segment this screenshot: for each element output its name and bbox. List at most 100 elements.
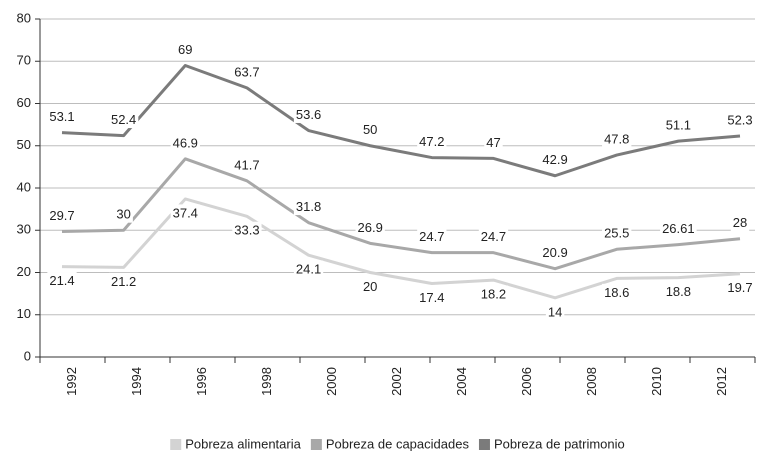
data-label: 46.9 [173,135,198,150]
data-label: 26.9 [358,220,383,235]
legend-swatch [478,439,490,450]
data-label: 25.5 [604,226,629,241]
data-label-bg [232,156,262,174]
y-tick-label: 30 [17,222,31,237]
data-label: 21.2 [111,274,136,289]
data-label-bg [478,285,509,303]
data-label: 52.3 [727,112,752,127]
data-label-bg [108,111,139,129]
data-label-bg [663,283,694,301]
data-label-bg [725,279,755,297]
data-label-bg [293,260,324,278]
series-line [61,157,741,271]
x-tick-label: 2006 [519,367,534,396]
data-label: 20 [363,279,377,294]
data-label: 24.1 [296,262,321,277]
data-label-bg [417,288,447,306]
data-label: 47.8 [604,131,629,146]
data-label-bg [478,228,509,246]
data-label-bg [170,204,200,222]
x-tick-label: 2012 [714,367,729,396]
x-tick-label: 1992 [64,367,79,396]
x-tick-label: 2002 [389,367,404,396]
y-tick-label: 20 [17,264,31,279]
x-tick-label: 1996 [194,367,209,396]
data-label-bg [540,151,570,169]
data-label: 14 [548,304,562,319]
y-tick-label: 80 [17,10,31,25]
data-label: 29.7 [49,208,74,223]
legend-swatch [310,439,322,450]
data-label-bg [108,272,139,290]
data-label-bg [417,228,447,246]
x-tick-label: 2010 [649,367,664,396]
data-label: 28 [733,215,747,230]
data-label-bg [660,220,697,238]
data-label-bg [47,206,77,224]
legend-swatch [170,439,182,450]
data-label-bg [360,121,380,139]
data-label-bg [114,205,133,223]
data-label-bg [602,130,632,148]
y-tick-label: 10 [17,306,31,321]
data-label: 53.1 [49,109,74,124]
legend: Pobreza alimentaria Pobreza de capacidade… [170,436,625,451]
data-label: 20.9 [542,245,567,260]
data-label-bg [170,134,200,152]
data-label-bg [545,303,565,321]
legend-label: Pobreza alimentaria [185,436,301,451]
data-label: 53.6 [296,107,321,122]
x-tick-label: 2008 [584,367,599,396]
y-tick-label: 60 [17,95,31,110]
legend-label: Pobreza de patrimonio [494,436,625,451]
legend-label: Pobreza de capacidades [326,436,470,451]
data-label: 50 [363,122,377,137]
y-tick-label: 70 [17,53,31,68]
data-label: 18.8 [666,284,691,299]
data-label: 21.4 [49,273,74,288]
x-tick-label: 2000 [324,367,339,396]
data-label: 33.3 [234,223,259,238]
data-label-bg [176,40,195,58]
data-label: 42.9 [542,152,567,167]
series-line [61,63,741,178]
y-tick-label: 50 [17,137,31,152]
data-label: 41.7 [234,157,259,172]
data-label-bg [232,63,262,81]
data-label: 18.2 [481,287,506,302]
data-label-bg [663,116,694,134]
data-label-bg [602,224,632,242]
data-label: 31.8 [296,199,321,214]
x-tick-label: 2004 [454,367,469,396]
data-label-bg [360,277,380,295]
data-label-bg [355,218,385,236]
data-label: 30 [116,207,130,222]
data-label-bg [725,111,755,129]
data-label-bg [602,283,632,301]
data-label: 17.4 [419,290,444,305]
data-label-bg [232,221,262,239]
data-label-bg [293,105,324,123]
data-label: 47.2 [419,134,444,149]
data-label: 63.7 [234,64,259,79]
data-label: 19.7 [727,280,752,295]
x-tick-label: 1994 [129,367,144,396]
data-label-bg [417,133,447,151]
data-label: 52.4 [111,112,136,127]
data-label-bg [293,198,324,216]
data-label: 24.7 [481,229,506,244]
y-tick-label: 40 [17,179,31,194]
data-label: 18.6 [604,285,629,300]
data-label: 51.1 [666,118,691,133]
data-label: 26.61 [662,221,695,236]
data-label: 47 [486,135,500,150]
data-label-bg [730,214,750,232]
data-label-bg [540,244,570,262]
y-tick-label: 0 [24,348,31,363]
data-label-bg [484,133,503,151]
data-label-bg [47,272,77,290]
x-tick-label: 1998 [259,367,274,396]
data-label: 24.7 [419,229,444,244]
data-label: 69 [178,42,192,57]
